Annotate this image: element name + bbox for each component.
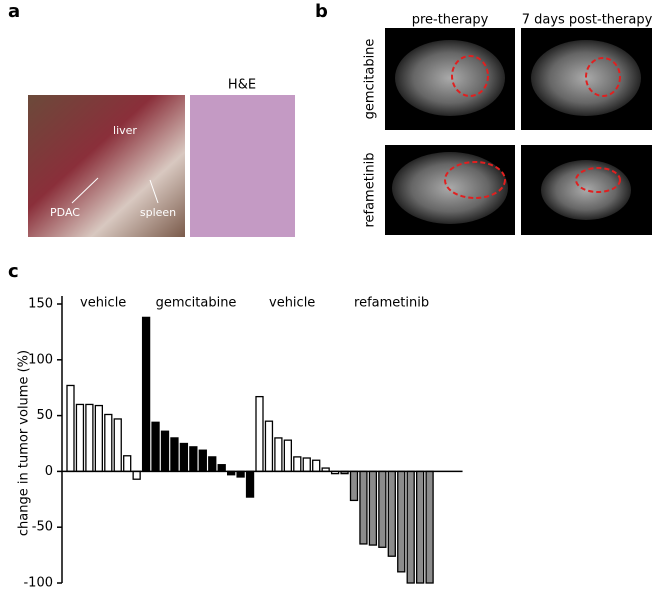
tumor-outline [585, 57, 621, 97]
bar [217, 464, 226, 473]
panel-label: a [8, 1, 20, 22]
bar [104, 413, 113, 473]
y-axis-label: change in tumor volume (%) [17, 350, 32, 536]
group-label: vehicle [269, 296, 315, 311]
mri-body [541, 160, 631, 220]
bar [349, 470, 359, 502]
bar [123, 455, 132, 473]
panel-label: c [8, 261, 19, 282]
bar [397, 470, 406, 573]
bar [264, 420, 274, 473]
y-tick-label: 50 [36, 408, 53, 423]
y-tick-label: -100 [23, 576, 53, 591]
annotation: spleen [140, 206, 176, 219]
y-tick-label: -50 [32, 520, 53, 535]
y-tick-label: 100 [28, 352, 53, 367]
bar [368, 470, 378, 546]
histology-image [190, 95, 295, 237]
bar [387, 470, 396, 557]
bar [85, 403, 94, 473]
mri-body [395, 40, 505, 116]
mri-body [392, 152, 508, 224]
bar [151, 421, 160, 473]
pointer [71, 177, 99, 204]
annotation: liver [113, 124, 137, 137]
bar [312, 459, 321, 473]
y-tick-label: 150 [28, 297, 53, 312]
image-label: H&E [228, 78, 256, 93]
tumor-outline [451, 55, 489, 97]
bar [302, 457, 311, 473]
bar [160, 430, 170, 473]
bar [245, 470, 255, 498]
bar [189, 446, 198, 473]
bar [406, 470, 415, 584]
column-label: 7 days post-therapy [522, 13, 653, 28]
bar [274, 437, 283, 473]
bar [283, 439, 293, 473]
tumor-outline [444, 161, 506, 199]
bar [179, 442, 189, 473]
row-label: gemcitabine [363, 39, 378, 120]
bar [255, 395, 264, 473]
bar [113, 418, 122, 473]
mri-body [531, 40, 641, 116]
row-label: refametinib [363, 152, 378, 227]
bar [198, 449, 207, 473]
bar [141, 316, 151, 473]
group-label: refametinib [354, 296, 429, 311]
pointer [149, 179, 159, 204]
bar [236, 470, 245, 478]
tumor-outline [575, 167, 621, 193]
group-label: vehicle [80, 296, 126, 311]
bar [66, 384, 75, 473]
bar [378, 470, 387, 548]
bar [170, 437, 179, 473]
y-tick-label: 0 [45, 464, 53, 479]
bar [132, 470, 141, 480]
panel-label: b [315, 1, 328, 22]
bar [94, 404, 103, 473]
bar [75, 403, 85, 473]
bar [208, 456, 217, 473]
group-label: gemcitabine [156, 296, 237, 311]
bar [293, 456, 302, 473]
column-label: pre-therapy [412, 13, 489, 28]
bar [425, 470, 434, 584]
bar [359, 470, 368, 545]
annotation: PDAC [50, 206, 80, 219]
photo [28, 95, 185, 237]
bar [415, 470, 425, 584]
